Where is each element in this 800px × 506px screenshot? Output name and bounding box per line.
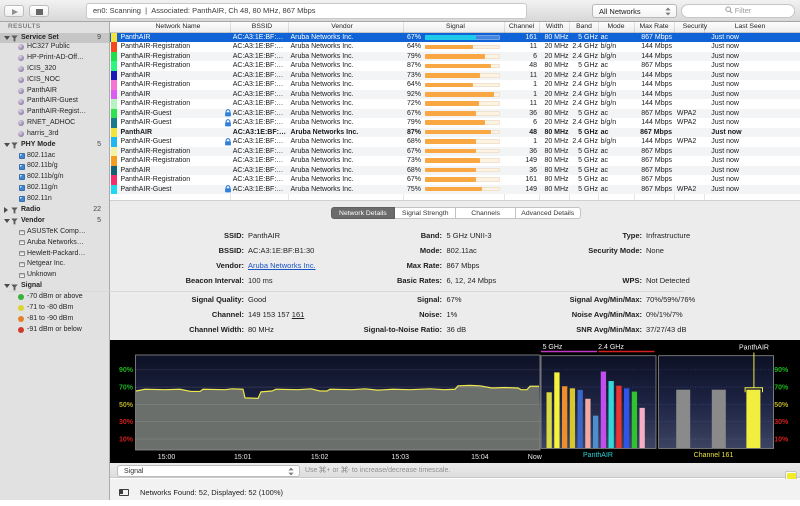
svg-text:70%: 70% xyxy=(119,385,134,392)
svg-text:50%: 50% xyxy=(774,402,789,409)
svg-text:Now: Now xyxy=(528,454,543,461)
svg-text:10%: 10% xyxy=(119,436,134,443)
svg-text:50%: 50% xyxy=(119,402,134,409)
svg-text:70%: 70% xyxy=(774,385,789,392)
svg-text:15:01: 15:01 xyxy=(234,454,252,461)
svg-text:2.4 GHz: 2.4 GHz xyxy=(598,344,624,351)
svg-text:15:04: 15:04 xyxy=(471,454,489,461)
svg-text:15:03: 15:03 xyxy=(392,454,410,461)
svg-text:10%: 10% xyxy=(774,436,789,443)
svg-text:PanthAIR: PanthAIR xyxy=(583,452,613,459)
svg-text:PanthAIR: PanthAIR xyxy=(739,345,769,352)
svg-text:30%: 30% xyxy=(774,419,789,426)
svg-text:15:02: 15:02 xyxy=(311,454,329,461)
svg-text:15:00: 15:00 xyxy=(158,454,176,461)
svg-text:90%: 90% xyxy=(119,367,134,374)
svg-text:5 GHz: 5 GHz xyxy=(543,344,563,351)
svg-text:Channel 161: Channel 161 xyxy=(694,452,734,459)
svg-text:30%: 30% xyxy=(119,419,134,426)
svg-text:90%: 90% xyxy=(774,367,789,374)
